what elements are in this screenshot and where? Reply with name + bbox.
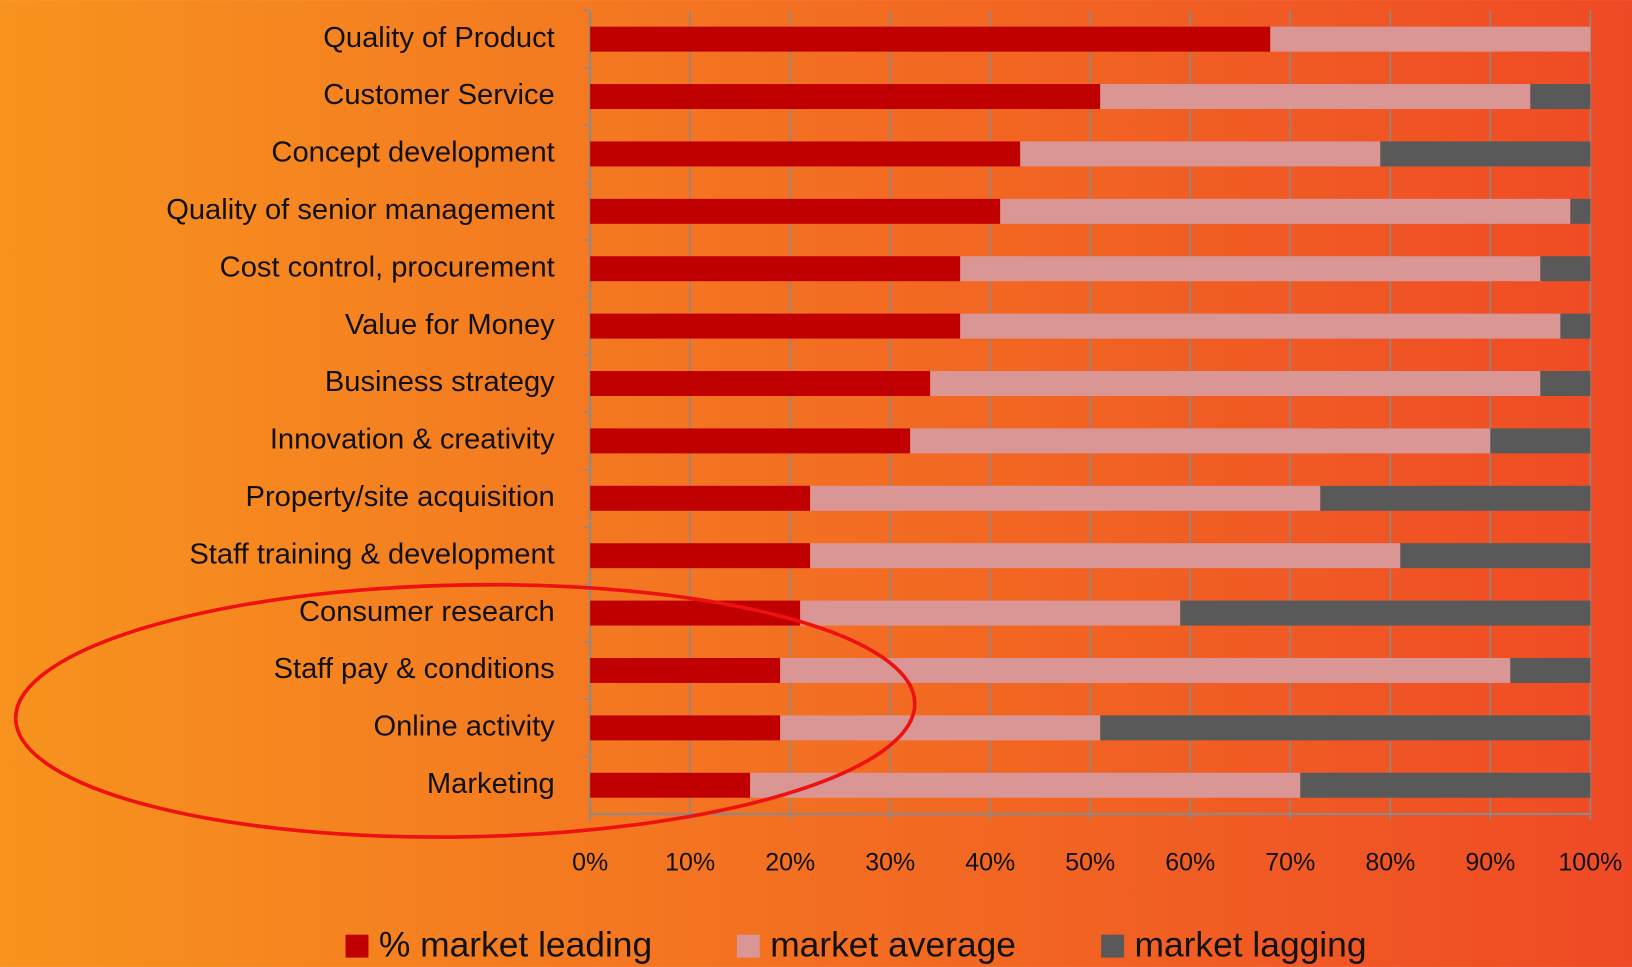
bar-segment bbox=[960, 256, 1541, 282]
y-tick-label: Marketing bbox=[427, 768, 555, 800]
x-tick-label: 30% bbox=[865, 849, 915, 877]
bar-segment bbox=[1510, 657, 1591, 683]
bar-segment bbox=[590, 371, 931, 396]
bar-segment bbox=[590, 657, 781, 683]
bar-segment bbox=[1180, 600, 1591, 626]
y-tick-label: Staff pay & conditions bbox=[274, 653, 555, 685]
bar-segment bbox=[1540, 256, 1591, 282]
plot-area: 0% 10% 20% 30% 40% 50% 60% 70% 80% 90% 100% Quality… bbox=[166, 9, 1622, 965]
bar-segment bbox=[1490, 428, 1591, 454]
x-tick-label: 60% bbox=[1165, 849, 1215, 877]
y-tick-label: Cost control, procurement bbox=[220, 251, 555, 283]
x-tick-label: 50% bbox=[1065, 849, 1115, 877]
y-tick-label: Innovation & creativity bbox=[270, 424, 555, 456]
bar-segment bbox=[590, 26, 1271, 52]
x-tick-label: 90% bbox=[1465, 849, 1515, 877]
bar-segment bbox=[1020, 141, 1381, 167]
bar-segment bbox=[1540, 371, 1591, 396]
bar-segment bbox=[810, 543, 1401, 569]
bar-segment bbox=[1400, 543, 1591, 569]
bar-segment bbox=[590, 543, 811, 569]
bar-segment bbox=[1300, 772, 1591, 798]
bar-segment bbox=[750, 772, 1301, 798]
x-tick-label: 40% bbox=[965, 849, 1015, 877]
legend-label: % market leading bbox=[379, 926, 652, 965]
x-tick-label: 70% bbox=[1265, 849, 1315, 877]
bar-segment bbox=[590, 715, 781, 741]
bar-segment bbox=[800, 600, 1181, 626]
y-tick-label: Online activity bbox=[373, 711, 555, 743]
y-tick-label: Consumer research bbox=[299, 596, 555, 628]
bar-segment bbox=[930, 371, 1541, 396]
bar-segment bbox=[590, 485, 811, 511]
bar-segment bbox=[1320, 485, 1591, 511]
y-tick-label: Staff training & development bbox=[189, 538, 554, 570]
bar-segment bbox=[590, 84, 1101, 110]
y-tick-label: Quality of Product bbox=[323, 22, 555, 54]
bar-segment bbox=[1380, 141, 1591, 167]
x-tick-label: 80% bbox=[1365, 849, 1415, 877]
legend-label: market average bbox=[770, 926, 1016, 965]
highlight-ellipse bbox=[13, 582, 917, 839]
bar-segment bbox=[1560, 313, 1591, 339]
bar-segment bbox=[590, 198, 1001, 224]
y-tick-label: Concept development bbox=[271, 137, 554, 169]
y-tick-label: Quality of senior management bbox=[166, 194, 555, 226]
legend-label: market lagging bbox=[1134, 926, 1366, 965]
x-tick-label: 20% bbox=[765, 849, 815, 877]
bar-segment bbox=[780, 715, 1101, 741]
x-tick-label: 10% bbox=[665, 849, 715, 877]
bar-segment bbox=[910, 428, 1491, 454]
bar-segment bbox=[1570, 198, 1591, 224]
bar-segment bbox=[1100, 715, 1591, 741]
bar-segment bbox=[590, 428, 911, 454]
bar-segment bbox=[780, 657, 1511, 683]
bar-segment bbox=[1530, 84, 1591, 110]
bar-segment bbox=[1270, 26, 1591, 52]
bar-segment bbox=[1000, 198, 1571, 224]
y-tick-label: Business strategy bbox=[325, 366, 555, 398]
legend-swatch bbox=[345, 934, 369, 958]
x-tick-label: 0% bbox=[572, 849, 608, 877]
bar-segment bbox=[810, 485, 1321, 511]
y-tick-label: Value for Money bbox=[345, 309, 555, 341]
y-tick-label: Customer Service bbox=[323, 79, 554, 111]
bar-segment bbox=[590, 256, 961, 282]
legend-swatch bbox=[736, 934, 760, 958]
y-tick-label: Property/site acquisition bbox=[246, 481, 555, 513]
bar-segment bbox=[590, 313, 961, 339]
bar-segment bbox=[1100, 84, 1531, 110]
x-tick-label: 100% bbox=[1558, 849, 1622, 877]
bar-segment bbox=[960, 313, 1561, 339]
legend-swatch bbox=[1101, 934, 1125, 958]
bar-segment bbox=[590, 772, 751, 798]
bar-segment bbox=[590, 141, 1021, 167]
